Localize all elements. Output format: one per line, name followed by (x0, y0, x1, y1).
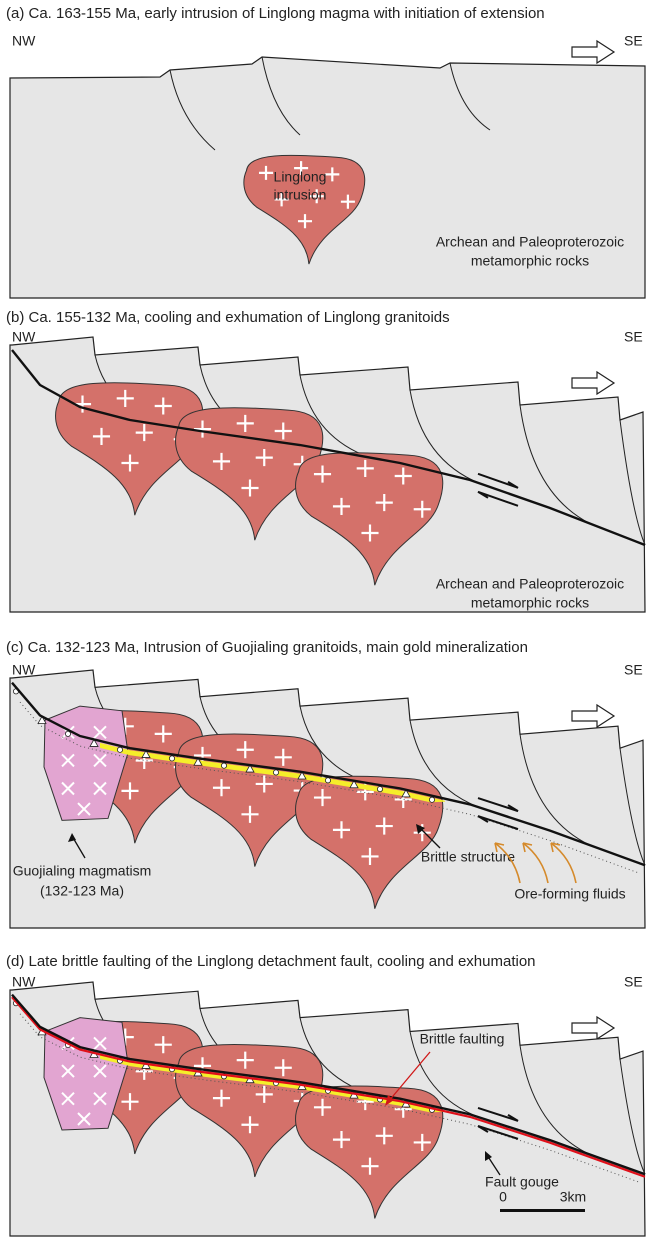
breccia-marker (429, 797, 434, 802)
label: (132-123 Ma) (40, 883, 124, 899)
breccia-marker (273, 770, 278, 775)
label: 3km (560, 1189, 586, 1205)
label: intrusion (274, 187, 327, 203)
breccia-marker (377, 787, 382, 792)
breccia-marker (325, 778, 330, 783)
label: (c) Ca. 132-123 Ma, Intrusion of Guojial… (6, 639, 528, 656)
label: 0 (499, 1189, 507, 1205)
label: Brittle structure (421, 849, 515, 865)
label: NW (12, 329, 36, 345)
breccia-marker (221, 763, 226, 768)
direction-arrow (572, 41, 614, 63)
label: metamorphic rocks (471, 253, 589, 269)
label: (b) Ca. 155-132 Ma, cooling and exhumati… (6, 309, 450, 326)
breccia-marker (117, 747, 122, 752)
scale-bar (500, 1209, 585, 1212)
label: (d) Late brittle faulting of the Linglon… (6, 953, 536, 970)
direction-arrow (572, 372, 614, 394)
label: SE (624, 329, 643, 345)
label: NW (12, 662, 36, 678)
label: NW (12, 33, 36, 49)
label: Archean and Paleoproterozoic (436, 576, 624, 592)
label: SE (624, 33, 643, 49)
direction-arrow (572, 1017, 614, 1039)
figure: (a) Ca. 163-155 Ma, early intrusion of L… (0, 0, 647, 1239)
label: NW (12, 974, 36, 990)
label: Fault gouge (485, 1174, 559, 1190)
label: Ore-forming fluids (514, 886, 625, 902)
label: Archean and Paleoproterozoic (436, 234, 624, 250)
label: metamorphic rocks (471, 595, 589, 611)
label: (a) Ca. 163-155 Ma, early intrusion of L… (6, 5, 545, 22)
direction-arrow (572, 705, 614, 727)
label: SE (624, 662, 643, 678)
breccia-marker (169, 756, 174, 761)
label: SE (624, 974, 643, 990)
label: Brittle faulting (420, 1031, 505, 1047)
label: Guojialing magmatism (13, 863, 152, 879)
label: Linglong (274, 169, 327, 185)
